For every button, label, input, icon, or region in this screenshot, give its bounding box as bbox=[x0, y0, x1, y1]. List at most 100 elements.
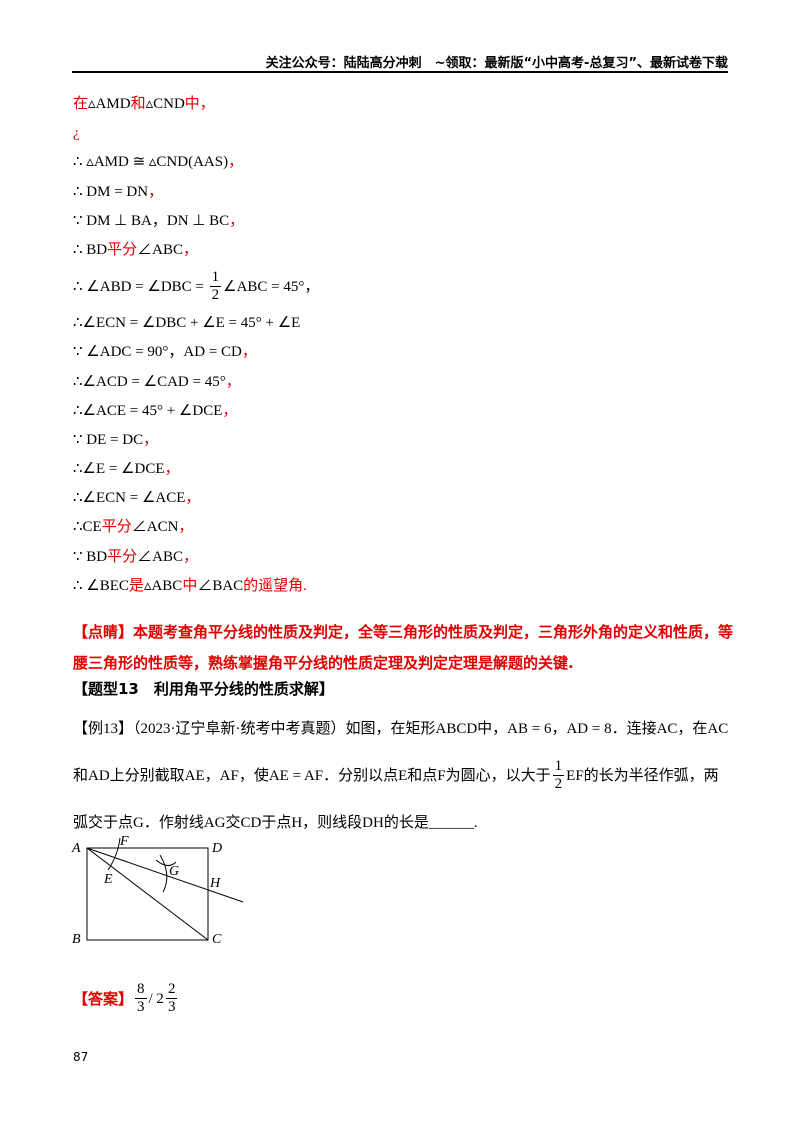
text-run: ∠ACN bbox=[131, 519, 179, 536]
text-run: 和 bbox=[130, 96, 146, 112]
text-run: ， bbox=[229, 212, 245, 229]
text-run: ▵CND bbox=[145, 96, 185, 112]
text-run: 平分 bbox=[101, 519, 132, 536]
text-run: / 2 bbox=[148, 990, 164, 1007]
header-rule bbox=[72, 71, 728, 73]
text-run: ∠BAC bbox=[197, 577, 244, 594]
text-run: ∴∠E = ∠DCE bbox=[73, 461, 165, 478]
text-run: ， bbox=[183, 548, 199, 565]
proof-line: ∴∠ACE = 45° + ∠DCE， bbox=[73, 396, 319, 425]
proof-line: ∵ DM ⊥ BA，DN ⊥ BC， bbox=[73, 206, 319, 235]
text-run: ∴ DM = DN bbox=[73, 183, 149, 200]
text-run: ∠ABC bbox=[137, 241, 183, 258]
denominator: 3 bbox=[137, 998, 145, 1015]
proof-line: ∴∠E = ∠DCE， bbox=[73, 454, 319, 483]
proof-line: ∴ ∠ABD = ∠DBC = 1 2 ∠ABC = 45°， bbox=[73, 264, 319, 308]
ray bbox=[86, 847, 244, 903]
point-label: B bbox=[72, 932, 81, 947]
text-run: 中 bbox=[182, 577, 198, 594]
diagonal bbox=[86, 847, 209, 941]
page-number: 87 bbox=[73, 1050, 89, 1064]
text-run: ▵ABC bbox=[143, 577, 183, 594]
arc bbox=[155, 859, 177, 866]
figure: A F D E G H B C bbox=[71, 834, 244, 947]
text-run: ∴ BD bbox=[73, 241, 108, 258]
text-run: ¿ bbox=[73, 125, 80, 142]
text-run: 【例13】（2023·辽宁阜新·统考中考真题）如图，在矩形ABCD中，AB = … bbox=[73, 721, 729, 784]
text-run: ∵ DE = DC bbox=[73, 431, 144, 448]
text-run: ， bbox=[228, 154, 244, 171]
example: 【例13】（2023·辽宁阜新·统考中考真题）如图，在矩形ABCD中，AB = … bbox=[73, 705, 729, 846]
text-run: ∴ ∠BEC bbox=[73, 577, 129, 594]
text-run: ∴∠ECN = ∠DBC + ∠E = 45° + ∠E bbox=[73, 315, 301, 332]
denominator: 2 bbox=[554, 776, 563, 792]
numerator: 8 bbox=[135, 980, 147, 999]
text-run: 平分 bbox=[107, 241, 138, 258]
text-run: ∴∠ACD = ∠CAD = 45° bbox=[73, 373, 226, 390]
point-label: C bbox=[212, 932, 222, 947]
header: 关注公众号：陆陆高分冲刺 ~领取：最新版“小中高考-总复习”、最新试卷下载 bbox=[265, 56, 728, 71]
text-run: ∴CE bbox=[73, 519, 102, 536]
proof-line: ∴ ∠BEC是▵ABC中∠BAC的遥望角. bbox=[73, 571, 319, 600]
proof-line: ∴ BD平分∠ABC， bbox=[73, 235, 319, 264]
proof-line: ∴∠ECN = ∠DBC + ∠E = 45° + ∠E bbox=[73, 308, 319, 337]
text-run: 平分 bbox=[107, 548, 138, 565]
text-run: ∠ABC bbox=[137, 548, 183, 565]
comment: 【点睛】本题考查角平分线的性质及判定，全等三角形的性质及判定，三角形外角的定义和… bbox=[73, 623, 734, 672]
rectangle bbox=[86, 847, 209, 941]
proof-line: ∴∠ECN = ∠ACE， bbox=[73, 483, 319, 512]
arc bbox=[159, 854, 168, 893]
denominator: 3 bbox=[167, 998, 176, 1015]
proof-line: ∴ ▵AMD ≅ ▵CND(AAS)， bbox=[73, 147, 319, 176]
text-run: 在 bbox=[73, 96, 89, 112]
text-run: ， bbox=[143, 431, 159, 448]
text-run: 中， bbox=[184, 96, 215, 112]
answer-label: 【答案】 bbox=[73, 989, 134, 1008]
text-run: ， bbox=[178, 519, 194, 536]
proof-line: ∴∠ACD = ∠CAD = 45°， bbox=[73, 367, 319, 396]
point-label: G bbox=[169, 864, 179, 879]
point-label: D bbox=[211, 841, 222, 856]
proof-line: ∵ ∠ADC = 90°，AD = CD， bbox=[73, 337, 319, 366]
numerator: 1 bbox=[552, 758, 565, 776]
text-run: ∴∠ACE = 45° + ∠DCE bbox=[73, 402, 223, 419]
text-run: ∴∠ECN = ∠ACE bbox=[73, 490, 186, 507]
point-label: F bbox=[119, 834, 129, 849]
proof-line: ∴CE平分∠ACN， bbox=[73, 512, 319, 541]
proof: 在▵AMD和▵CND中， ¿ ∴ ▵AMD ≅ ▵CND(AAS)， ∴ DM = D… bbox=[73, 89, 319, 600]
text-run: ， bbox=[241, 344, 257, 361]
text-run: ∴ ▵AMD ≅ ▵CND(AAS) bbox=[73, 154, 229, 171]
point-label: A bbox=[71, 841, 81, 856]
text-run: ∵ BD bbox=[73, 548, 108, 565]
text-run: EF的长为半径作弧，两弧交于点G．作射线AG交CD于点H，则线段DH的长是___… bbox=[73, 768, 719, 831]
text-run: ， bbox=[183, 241, 199, 258]
proof-line: 在▵AMD和▵CND中， bbox=[73, 89, 319, 118]
text-run: ， bbox=[222, 402, 238, 419]
numerator: 1 bbox=[209, 269, 222, 288]
point-label: E bbox=[103, 872, 113, 887]
text-run: 是 bbox=[128, 577, 144, 594]
arc bbox=[107, 837, 121, 871]
text-run: ∵ DM ⊥ BA，DN ⊥ BC bbox=[73, 212, 230, 229]
proof-line: ∴ DM = DN， bbox=[73, 177, 319, 206]
proof-line: ∵ DE = DC， bbox=[73, 425, 319, 454]
text-run: ， bbox=[164, 461, 180, 478]
text-run: ， bbox=[148, 183, 164, 200]
text-run: ∴ ∠ABD = ∠DBC = bbox=[73, 279, 208, 296]
text-run: ， bbox=[185, 490, 201, 507]
point-label: H bbox=[209, 876, 221, 891]
section-title: 【题型13 利用角平分线的性质求解】 bbox=[73, 680, 334, 698]
text-run: 的遥望角. bbox=[243, 577, 307, 594]
numerator: 2 bbox=[165, 980, 178, 999]
text-run: ∠ABC = 45°， bbox=[223, 279, 320, 296]
proof-line: ∵ BD平分∠ABC， bbox=[73, 542, 319, 571]
text-run: ∵ ∠ADC = 90°，AD = CD bbox=[73, 344, 242, 361]
denominator: 2 bbox=[211, 287, 220, 304]
